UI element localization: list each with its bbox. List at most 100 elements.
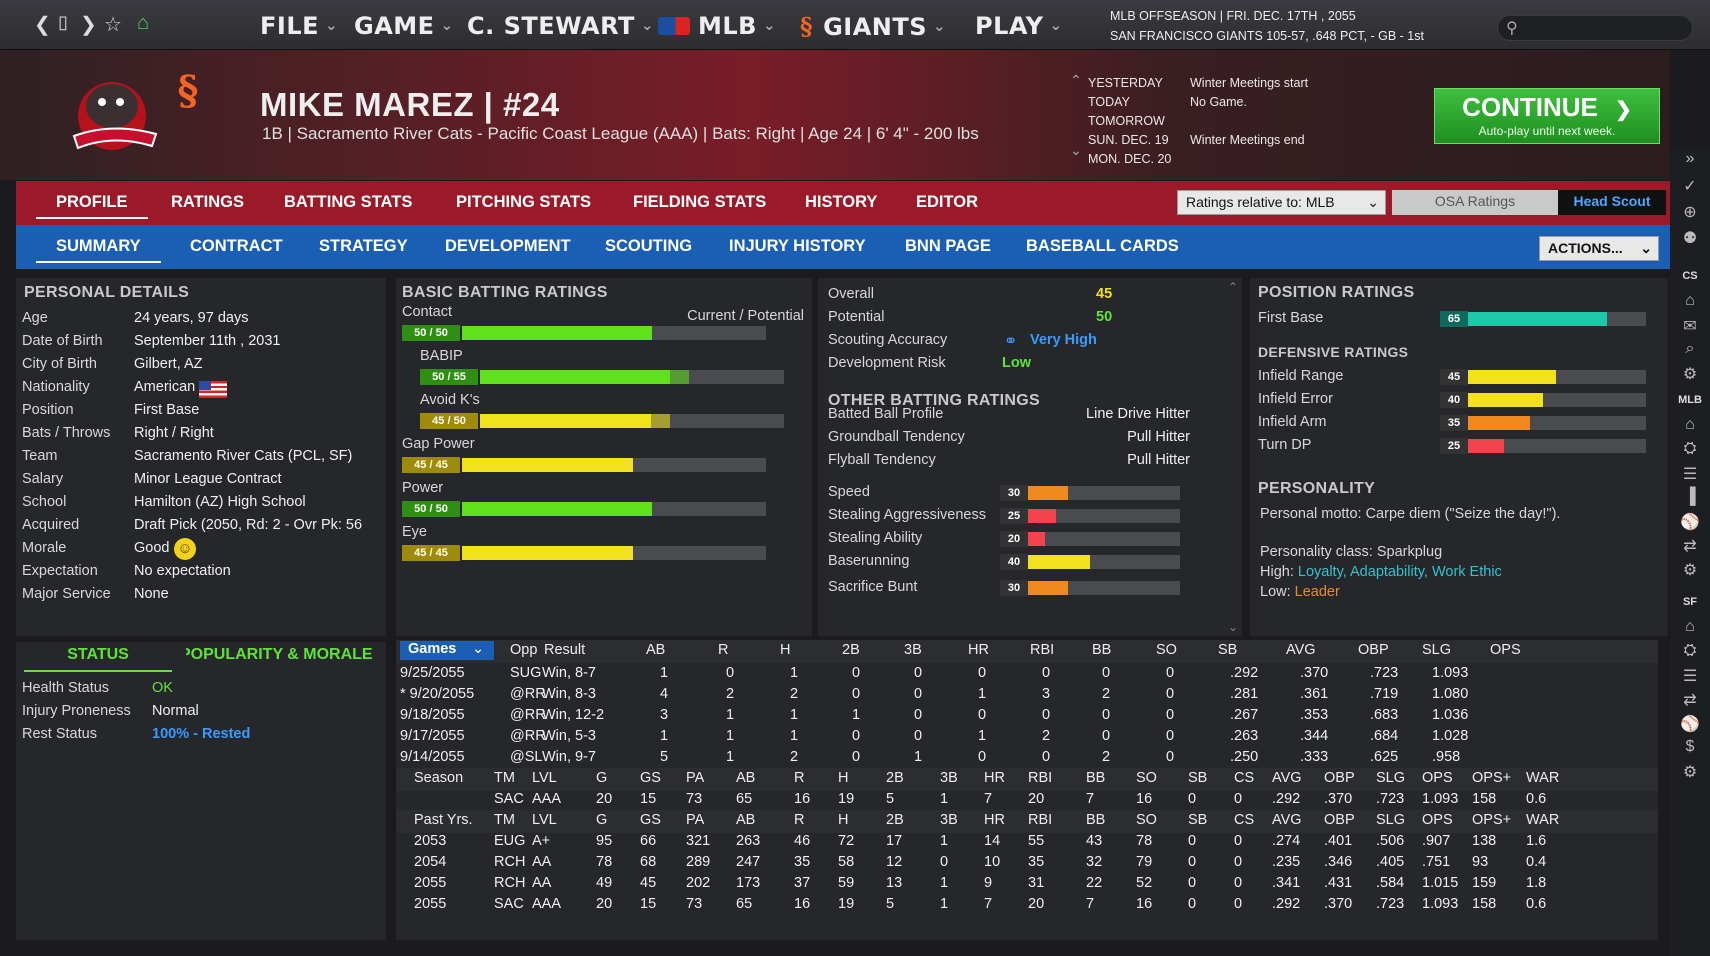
head-scout-button[interactable]: Head Scout <box>1558 190 1666 215</box>
schedule-up-icon[interactable]: ⌃ <box>1070 72 1082 88</box>
search-input[interactable]: ⚲ <box>1497 15 1693 41</box>
game-row[interactable]: 9/14/2055 @SL Win, 9-7 5 1 2 0 1 0 0 2 0 .250 .333 .62… <box>396 747 1658 770</box>
menu-manager[interactable]: C. STEWART ⌄ <box>467 12 654 40</box>
menu-play[interactable]: PLAY ⌄ <box>975 12 1063 40</box>
tab-summary[interactable]: SUMMARY <box>36 237 161 263</box>
page-icon[interactable]: ▯ <box>58 12 68 32</box>
menu-mlb[interactable]: MLB ⌄ <box>658 12 776 40</box>
expand-icon[interactable]: » <box>1685 150 1695 167</box>
gear-icon[interactable]: ⚙ <box>1682 764 1698 781</box>
stat-cell: 2054 <box>414 854 447 870</box>
game-row[interactable]: 9/18/2055 @RR Win, 12-2 3 1 1 1 0 0 0 0 0 .267 .353 .6… <box>396 705 1658 728</box>
home-icon[interactable]: ⌂ <box>1685 292 1695 309</box>
tab-contract[interactable]: CONTRACT <box>190 237 283 255</box>
trade-icon[interactable]: ⇄ <box>1683 692 1697 709</box>
shield-icon[interactable]: ⛭ <box>1683 440 1697 457</box>
ball-icon[interactable]: ⚾ <box>1680 514 1700 531</box>
star-icon[interactable]: ☆ <box>104 14 122 36</box>
season-row[interactable]: SAC AAA 20 15 73 65 16 19 5 1 7 20 7 16 0 0 .292 .370 .723… <box>396 789 1658 812</box>
back-icon[interactable]: ❮ <box>34 14 51 36</box>
scroll-up-icon[interactable]: ⌃ <box>1227 280 1238 294</box>
past-year-row[interactable]: 2055 SAC AAA 20 15 73 65 16 19 5 1 7 20 7 16 0 0 .292 .370… <box>396 894 1658 917</box>
continue-button[interactable]: CONTINUE ❯ Auto-play until next week. <box>1434 88 1660 144</box>
stat-cell: 16 <box>794 791 811 807</box>
game-cell: .684 <box>1370 728 1399 744</box>
menu-giants[interactable]: § GIANTS ⌄ <box>800 12 947 41</box>
list-icon[interactable]: ☰ <box>1682 466 1698 483</box>
tab-pitching-stats[interactable]: PITCHING STATS <box>456 193 592 211</box>
money-icon[interactable]: $ <box>1685 738 1695 755</box>
game-row[interactable]: 9/17/2055 @RR Win, 5-3 1 1 1 0 0 1 2 0 0 .263 .344 .68… <box>396 726 1658 749</box>
tab-batting-stats[interactable]: BATTING STATS <box>284 193 413 211</box>
chart-icon[interactable]: ▐ <box>1684 488 1696 505</box>
game-cell: .353 <box>1300 707 1329 723</box>
defensive-bar-fill <box>1440 370 1556 384</box>
tab-fielding-stats[interactable]: FIELDING STATS <box>633 193 767 211</box>
tab-scouting[interactable]: SCOUTING <box>605 237 693 255</box>
ratings-relative-select[interactable]: Ratings relative to: MLB ⌄ <box>1177 190 1386 215</box>
stat-cell: 159 <box>1472 875 1497 891</box>
games-select[interactable]: Games <box>400 641 494 660</box>
tab-injury-history[interactable]: INJURY HISTORY <box>729 237 866 255</box>
defensive-badge: 35 <box>1440 415 1468 431</box>
game-row[interactable]: 9/25/2055 SUG Win, 8-7 1 0 1 0 0 0 0 0 0 .292 .370 .72… <box>396 663 1658 686</box>
gear-icon[interactable]: ⚙ <box>1682 366 1698 383</box>
search-icon[interactable]: ⌕ <box>1685 340 1695 357</box>
season-header-row: Season TM LVL G GS PA AB R H 2B 3B HR RBI BB SO SB CS AVG… <box>396 768 1658 791</box>
game-cell: @RR <box>510 686 546 702</box>
shield-icon[interactable]: ⛭ <box>1683 642 1697 659</box>
trade-icon[interactable]: ⇄ <box>1683 538 1697 555</box>
stat-cell: .235 <box>1272 854 1301 870</box>
stat-cell: AB <box>736 770 756 786</box>
player-info: 1B | Sacramento River Cats - Pacific Coa… <box>262 124 979 143</box>
tab-baseball-cards[interactable]: BASEBALL CARDS <box>1026 237 1179 255</box>
overall-value: Low <box>1002 355 1031 371</box>
gear-icon[interactable]: ⚙ <box>1682 562 1698 579</box>
stat-cell: OPS+ <box>1472 812 1512 828</box>
actions-dropdown[interactable]: ACTIONS... ⌄ <box>1539 236 1659 261</box>
list-icon[interactable]: ☰ <box>1682 668 1698 685</box>
tab-popularity-morale[interactable]: POPULARITY & MORALE <box>186 646 373 663</box>
tab-strategy[interactable]: STRATEGY <box>319 237 408 255</box>
home-icon[interactable]: ⌂ <box>1685 618 1695 635</box>
stat-cell: R <box>794 770 805 786</box>
rating-label: Contact <box>402 304 452 320</box>
stat-cell: 35 <box>794 854 811 870</box>
stat-cell: 16 <box>794 896 811 912</box>
detail-value: No expectation <box>134 563 231 579</box>
tab-profile[interactable]: PROFILE <box>36 193 148 219</box>
past-year-row[interactable]: 2054 RCH AA 78 68 289 247 35 58 12 0 10 35 32 79 0 0 .235… <box>396 852 1658 875</box>
stat-cell: 55 <box>1028 833 1045 849</box>
tab-history[interactable]: HISTORY <box>805 193 878 211</box>
overall-label: Potential <box>828 309 885 325</box>
check-icon[interactable]: ✓ <box>1683 178 1697 195</box>
past-year-row[interactable]: 2055 RCH AA 49 45 202 173 37 59 13 1 9 31 22 52 0 0 .341.… <box>396 873 1658 896</box>
mail-icon[interactable]: ✉ <box>1683 318 1697 335</box>
menu-game[interactable]: GAME ⌄ <box>354 12 454 40</box>
schedule-down-icon[interactable]: ⌄ <box>1070 142 1082 158</box>
osa-ratings-button[interactable]: OSA Ratings <box>1392 190 1558 215</box>
stat-cell: .584 <box>1376 875 1405 891</box>
stat-cell: 20 <box>1028 896 1045 912</box>
ball-icon[interactable]: ⚾ <box>1680 716 1700 733</box>
tab-development[interactable]: DEVELOPMENT <box>445 237 571 255</box>
globe-icon[interactable]: ⊕ <box>1683 204 1697 221</box>
past-year-row[interactable]: 2053 EUG A+ 95 66 321 263 46 72 17 1 14 55 43 78 0 0 .274… <box>396 831 1658 854</box>
tab-bnn-page[interactable]: BNN PAGE <box>905 237 991 255</box>
tab-ratings[interactable]: RATINGS <box>171 193 245 211</box>
table-header-row: Games ⌄ Opp Result AB R H 2B 3B HR RBI BB SO SB AVG OBP… <box>396 640 1658 663</box>
stat-cell: 14 <box>984 833 1001 849</box>
home-icon[interactable]: ⌂ <box>137 12 150 34</box>
stat-cell: 1.015 <box>1422 875 1459 891</box>
forward-icon[interactable]: ❯ <box>80 14 97 36</box>
scroll-down-icon[interactable]: ⌄ <box>1227 620 1238 634</box>
tab-editor[interactable]: EDITOR <box>916 193 979 211</box>
pin-icon[interactable]: ⚉ <box>1682 230 1698 247</box>
home-icon[interactable]: ⌂ <box>1685 416 1695 433</box>
stat-cell: SO <box>1136 812 1157 828</box>
game-row[interactable]: * 9/20/2055 @RR Win, 8-3 4 2 2 0 0 1 3 2 0 .281 .361.… <box>396 684 1658 707</box>
menu-file[interactable]: FILE ⌄ <box>260 12 339 40</box>
personality-high: High: Loyalty, Adaptability, Work Ethic <box>1260 564 1502 580</box>
tab-status[interactable]: STATUS <box>24 646 172 672</box>
mlb-logo-icon <box>658 17 690 35</box>
